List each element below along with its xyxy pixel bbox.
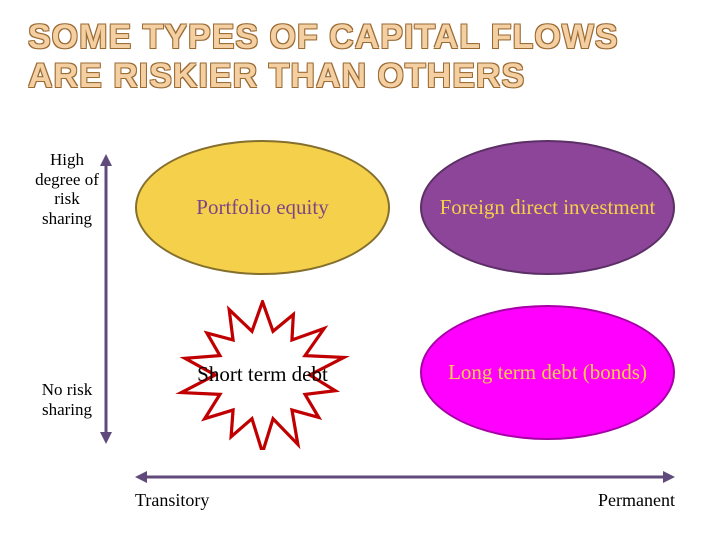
cell-long-term-debt: Long term debt (bonds) bbox=[420, 305, 675, 440]
cell-portfolio-equity-label: Portfolio equity bbox=[188, 191, 336, 224]
vertical-axis-arrow bbox=[104, 154, 108, 444]
horizontal-axis-arrow bbox=[135, 475, 675, 479]
axis-label-risk-high-text: High degree of risk sharing bbox=[35, 150, 99, 228]
h-axis-arrow-left bbox=[135, 471, 147, 483]
quadrant-grid: Portfolio equity Foreign direct investme… bbox=[135, 140, 675, 450]
axis-label-transitory-text: Transitory bbox=[135, 490, 209, 510]
axis-label-permanent-text: Permanent bbox=[598, 490, 675, 510]
axis-label-risk-high: High degree of risk sharing bbox=[28, 150, 106, 228]
axis-label-risk-low: No risk sharing bbox=[28, 380, 106, 419]
cell-portfolio-equity: Portfolio equity bbox=[135, 140, 390, 275]
cell-short-term-debt: Short term debt bbox=[155, 300, 370, 450]
cell-fdi: Foreign direct investment bbox=[420, 140, 675, 275]
cell-long-term-debt-label: Long term debt (bonds) bbox=[440, 356, 655, 389]
axis-label-transitory: Transitory bbox=[135, 490, 255, 511]
cell-short-term-debt-label: Short term debt bbox=[189, 358, 336, 391]
axis-label-risk-low-text: No risk sharing bbox=[42, 380, 93, 419]
v-axis-arrow-down bbox=[100, 432, 112, 444]
slide-title: SOME TYPES OF CAPITAL FLOWS ARE RISKIER … bbox=[28, 18, 692, 96]
slide-title-text: SOME TYPES OF CAPITAL FLOWS ARE RISKIER … bbox=[28, 18, 619, 95]
cell-fdi-label: Foreign direct investment bbox=[432, 191, 664, 224]
h-axis-arrow-right bbox=[663, 471, 675, 483]
axis-label-permanent: Permanent bbox=[555, 490, 675, 511]
